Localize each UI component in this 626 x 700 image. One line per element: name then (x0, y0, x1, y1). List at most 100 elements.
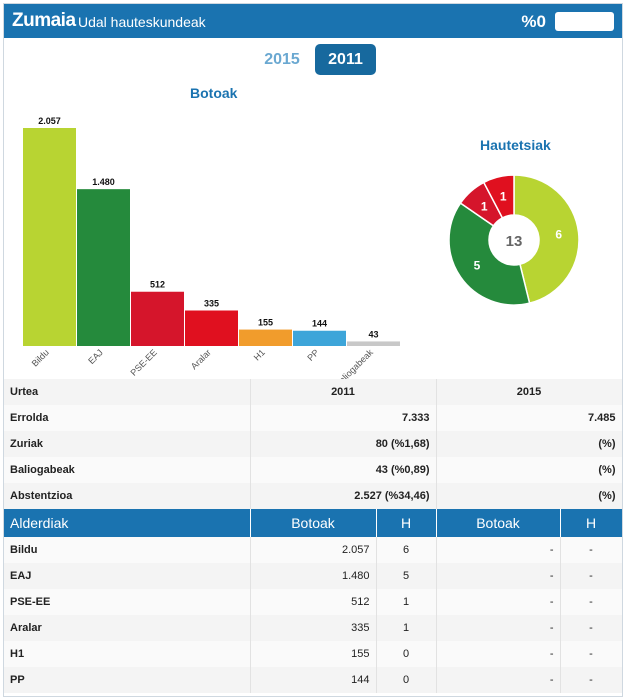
party-votes-2011: 335 (250, 615, 377, 641)
bar-category-label: EAJ (86, 347, 105, 366)
bar-value-label: 144 (312, 319, 327, 329)
year-tab-2011[interactable]: 2011 (315, 44, 376, 75)
stats-header-row: Urtea 2011 2015 (4, 379, 622, 405)
party-votes-2015: - (436, 589, 561, 615)
stats-row: Errolda 7.333 7.485 (4, 405, 622, 431)
town-name: Zumaia (12, 10, 76, 31)
bar-category-label: Aralar (189, 347, 213, 371)
stats-row: Baliogabeak 43 (%0,89) (%) (4, 457, 622, 483)
percent-readout: %0 (521, 12, 546, 31)
stats-value-2015: (%) (436, 431, 622, 457)
slice-bildu (513, 174, 580, 305)
bar-value-label: 512 (150, 280, 165, 290)
bar-pp (293, 330, 346, 346)
donut-center-total: 13 (506, 233, 523, 250)
seats-donut-chart: 6 5 11 13 (448, 174, 580, 306)
stats-header-2011: 2011 (250, 379, 437, 405)
party-name: EAJ (4, 563, 251, 589)
party-seats-2015: - (560, 667, 622, 693)
party-name: PP (4, 667, 251, 693)
col-header-votes-2011: Botoak (250, 509, 377, 537)
table-row: Bildu 2.057 6 - - (4, 537, 622, 563)
col-header-seats-2011: H (376, 509, 437, 537)
slice-aralar (482, 174, 515, 219)
page-subtitle: Udal hauteskundeak (78, 14, 206, 30)
party-seats-2011: 1 (376, 615, 437, 641)
party-seats-2015: - (560, 589, 622, 615)
party-votes-2015: - (436, 537, 561, 563)
bar-value-label: 1.480 (92, 177, 115, 187)
pie-chart-title: Hautetsiak (480, 137, 551, 153)
slice-label: 1 (500, 189, 507, 203)
bar-pse-ee (131, 291, 184, 346)
stats-header-year: Urtea (4, 379, 251, 405)
party-votes-2011: 2.057 (250, 537, 377, 563)
slice-eaj (448, 202, 531, 306)
votes-bar-chart: 2.057 Bildu 1.480 EAJ 512 PSE-EE 335 Aralar 155 H… (23, 116, 400, 384)
party-votes-2015: - (436, 563, 561, 589)
party-name: PSE-EE (4, 589, 251, 615)
bar-bildu (23, 128, 76, 346)
party-votes-2011: 155 (250, 641, 377, 667)
stats-header-2015: 2015 (436, 379, 622, 405)
party-votes-2011: 144 (250, 667, 377, 693)
party-seats-2011: 0 (376, 641, 437, 667)
col-header-seats-2015: H (560, 509, 622, 537)
party-votes-2015: - (436, 641, 561, 667)
stats-label: Errolda (4, 405, 251, 431)
party-name: H1 (4, 641, 251, 667)
col-header-votes-2015: Botoak (436, 509, 561, 537)
stats-label: Abstentzioa (4, 483, 251, 509)
header-bar: Zumaia Udal hauteskundeak %0 (4, 4, 622, 38)
year-tab-2015[interactable]: 2015 (264, 51, 300, 68)
party-votes-2015: - (436, 667, 561, 693)
bar-chart-title: Botoak (190, 85, 238, 101)
bar-aralar (185, 310, 238, 346)
stats-value-2011: 2.527 (%34,46) (250, 483, 437, 509)
party-votes-2015: - (436, 615, 561, 641)
bar-value-label: 155 (258, 318, 273, 328)
bar-h1 (239, 329, 292, 346)
bar-value-label: 2.057 (38, 116, 61, 126)
col-header-party: Alderdiak (4, 509, 251, 537)
stats-label: Zuriak (4, 431, 251, 457)
party-seats-2011: 5 (376, 563, 437, 589)
stats-value-2011: 7.333 (250, 405, 437, 431)
stats-row: Abstentzioa 2.527 (%34,46) (%) (4, 483, 622, 509)
party-votes-2011: 512 (250, 589, 377, 615)
bar-value-label: 335 (204, 298, 219, 308)
bar-category-label: Bildu (30, 347, 51, 368)
bar-category-label: PP (305, 347, 321, 363)
percent-input[interactable] (555, 12, 614, 31)
slice-label: 6 (555, 228, 562, 242)
party-name: Aralar (4, 615, 251, 641)
results-panel: Zumaia Udal hauteskundeak %0 2015 2011 B… (3, 3, 623, 697)
bar-category-label: H1 (252, 347, 267, 362)
party-name: Bildu (4, 537, 251, 563)
stats-label: Baliogabeak (4, 457, 251, 483)
bar-value-label: 43 (368, 329, 378, 339)
table-row: PSE-EE 512 1 - - (4, 589, 622, 615)
bar-category-label: PSE-EE (128, 347, 158, 377)
table-row: EAJ 1.480 5 - - (4, 563, 622, 589)
party-seats-2015: - (560, 615, 622, 641)
stats-value-2015: 7.485 (436, 405, 622, 431)
stats-value-2015: (%) (436, 483, 622, 509)
parties-header-row: Alderdiak Botoak H Botoak H (4, 509, 622, 537)
stats-value-2011: 43 (%0,89) (250, 457, 437, 483)
parties-table: Alderdiak Botoak H Botoak H Bildu 2.057 … (4, 509, 622, 693)
table-row: H1 155 0 - - (4, 641, 622, 667)
stats-row: Zuriak 80 (%1,68) (%) (4, 431, 622, 457)
stats-value-2011: 80 (%1,68) (250, 431, 437, 457)
slice-label: 1 (481, 199, 488, 213)
table-row: Aralar 335 1 - - (4, 615, 622, 641)
party-seats-2011: 1 (376, 589, 437, 615)
stats-table: Urtea 2011 2015 Errolda 7.333 7.485 Zuri… (4, 379, 622, 509)
party-votes-2011: 1.480 (250, 563, 377, 589)
table-row: PP 144 0 - - (4, 667, 622, 693)
party-seats-2015: - (560, 563, 622, 589)
stats-value-2015: (%) (436, 457, 622, 483)
party-seats-2011: 6 (376, 537, 437, 563)
slice-label: 5 (474, 259, 481, 273)
party-seats-2011: 0 (376, 667, 437, 693)
